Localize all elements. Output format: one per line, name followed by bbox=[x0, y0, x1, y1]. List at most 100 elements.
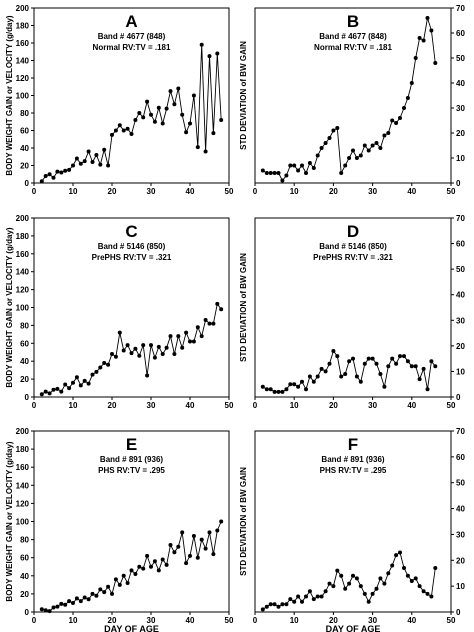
y-tick-label-f: 10 bbox=[456, 582, 465, 591]
data-point-b bbox=[264, 171, 269, 175]
data-point-f bbox=[386, 571, 391, 576]
data-point-a bbox=[39, 179, 44, 184]
data-point-f bbox=[358, 584, 363, 589]
data-point-e bbox=[141, 566, 146, 571]
data-point-c bbox=[195, 325, 200, 330]
x-tick-label-a: 0 bbox=[32, 187, 37, 196]
x-tick-label-e: 10 bbox=[69, 616, 78, 625]
data-point-e bbox=[211, 552, 216, 557]
y-tick-label-f: 50 bbox=[456, 479, 465, 488]
data-point-a bbox=[59, 170, 64, 175]
series-line-c bbox=[41, 302, 222, 395]
plot-frame-d bbox=[254, 217, 452, 398]
panel-c: 0 10 20 30 40 50020406080100120140160180200CB… bbox=[5, 214, 234, 410]
data-point-c bbox=[160, 352, 165, 356]
y-axis-label-e: BODY WEIGHT GAIN or VELOCITY (g/day) bbox=[5, 441, 14, 601]
data-point-a bbox=[51, 175, 56, 180]
data-point-b bbox=[405, 96, 410, 100]
y-tick-label-f: 40 bbox=[456, 505, 465, 514]
data-point-c bbox=[43, 389, 48, 394]
data-point-f bbox=[315, 594, 320, 599]
data-point-f bbox=[409, 579, 414, 583]
data-point-b bbox=[382, 133, 387, 138]
data-point-e bbox=[125, 581, 130, 585]
data-point-d bbox=[382, 384, 387, 389]
data-point-b bbox=[362, 143, 367, 148]
data-point-e bbox=[47, 609, 52, 614]
data-point-f bbox=[413, 576, 418, 581]
data-point-d bbox=[429, 359, 434, 364]
data-point-f bbox=[347, 581, 352, 586]
data-point-b bbox=[304, 171, 308, 175]
data-point-a bbox=[74, 156, 79, 161]
data-point-e bbox=[106, 584, 111, 589]
data-point-e bbox=[199, 537, 204, 542]
data-point-b bbox=[327, 136, 332, 140]
data-point-f bbox=[354, 576, 359, 581]
data-point-e bbox=[67, 599, 72, 604]
data-point-c bbox=[133, 346, 138, 351]
x-tick-label-e: 30 bbox=[147, 616, 156, 625]
data-point-c bbox=[180, 345, 185, 350]
data-point-e bbox=[191, 534, 196, 538]
y-tick-label-d: 10 bbox=[456, 367, 465, 376]
data-point-a bbox=[164, 106, 169, 111]
data-point-a bbox=[184, 130, 189, 135]
data-point-c bbox=[203, 318, 208, 322]
x-tick-label-c: 40 bbox=[186, 401, 195, 410]
data-point-f bbox=[398, 550, 402, 555]
y-tick-label-c: 180 bbox=[16, 232, 30, 241]
data-point-f bbox=[405, 573, 410, 578]
data-point-c bbox=[63, 382, 68, 387]
data-point-a bbox=[78, 161, 83, 166]
data-point-e bbox=[168, 543, 173, 547]
data-point-d bbox=[378, 372, 383, 376]
data-point-d bbox=[354, 374, 359, 379]
panel-annotation-a: Band # 4677 (848) bbox=[98, 32, 166, 41]
panel-letter-a: A bbox=[125, 12, 137, 31]
data-point-e bbox=[137, 564, 142, 569]
data-point-d bbox=[300, 379, 304, 384]
x-tick-label-f: 40 bbox=[407, 616, 416, 625]
data-point-b bbox=[433, 61, 438, 65]
y-tick-label-b: 40 bbox=[456, 79, 465, 88]
data-point-e bbox=[82, 595, 87, 600]
panel-letter-f: F bbox=[348, 435, 358, 454]
data-point-b bbox=[394, 121, 399, 125]
data-point-b bbox=[390, 118, 395, 123]
x-tick-label-c: 0 bbox=[32, 401, 37, 410]
data-point-a bbox=[113, 128, 118, 133]
data-point-c bbox=[117, 330, 122, 335]
x-tick-label-f: 10 bbox=[290, 616, 299, 625]
data-point-d bbox=[264, 387, 269, 392]
x-tick-label-e: 50 bbox=[225, 616, 234, 625]
data-point-a bbox=[141, 115, 146, 120]
data-point-f bbox=[296, 594, 301, 599]
data-point-a bbox=[102, 147, 107, 152]
x-tick-label-b: 30 bbox=[368, 187, 377, 196]
y-tick-label-e: 180 bbox=[16, 445, 30, 454]
x-tick-label-f: 30 bbox=[368, 616, 377, 625]
x-tick-label-f: 20 bbox=[329, 616, 338, 625]
y-tick-label-a: 20 bbox=[20, 162, 29, 171]
x-tick-label-c: 20 bbox=[108, 401, 117, 410]
panel-annotation-b: Band # 4677 (848) bbox=[319, 32, 387, 41]
x-tick-label-a: 10 bbox=[69, 187, 78, 196]
data-point-f bbox=[304, 594, 308, 599]
data-point-d bbox=[343, 372, 348, 376]
panel-annotation-d: PrePHS RV:TV = .321 bbox=[313, 253, 393, 262]
y-tick-label-c: 200 bbox=[16, 214, 30, 223]
data-point-e bbox=[78, 599, 83, 604]
data-point-b bbox=[347, 156, 352, 160]
data-point-d bbox=[304, 387, 308, 392]
data-point-c bbox=[71, 380, 75, 385]
x-tick-label-b: 10 bbox=[290, 187, 299, 196]
y-tick-label-c: 40 bbox=[20, 357, 29, 366]
data-point-c bbox=[90, 372, 95, 377]
data-point-c bbox=[207, 321, 212, 326]
data-point-d bbox=[409, 364, 414, 369]
data-point-c bbox=[113, 354, 118, 359]
data-point-b bbox=[343, 163, 348, 168]
x-tick-label-f: 50 bbox=[447, 616, 456, 625]
